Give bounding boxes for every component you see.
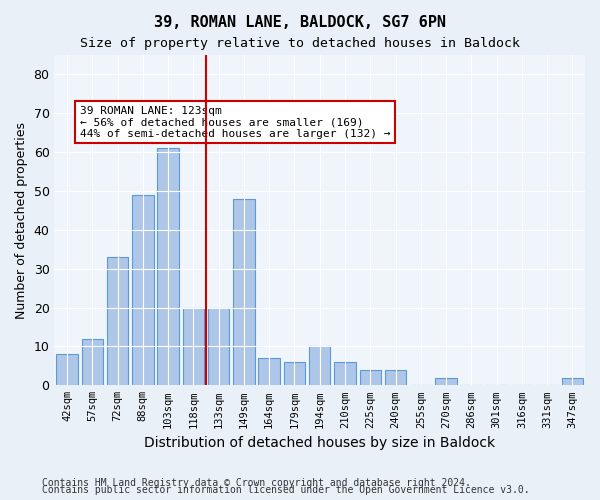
Y-axis label: Number of detached properties: Number of detached properties xyxy=(15,122,28,318)
X-axis label: Distribution of detached houses by size in Baldock: Distribution of detached houses by size … xyxy=(144,436,495,450)
Bar xyxy=(562,378,583,386)
Text: Size of property relative to detached houses in Baldock: Size of property relative to detached ho… xyxy=(80,38,520,51)
Bar xyxy=(157,148,179,386)
Bar xyxy=(334,362,356,386)
Text: Contains public sector information licensed under the Open Government Licence v3: Contains public sector information licen… xyxy=(42,485,530,495)
Text: Contains HM Land Registry data © Crown copyright and database right 2024.: Contains HM Land Registry data © Crown c… xyxy=(42,478,471,488)
Bar xyxy=(359,370,381,386)
Bar xyxy=(284,362,305,386)
Text: 39, ROMAN LANE, BALDOCK, SG7 6PN: 39, ROMAN LANE, BALDOCK, SG7 6PN xyxy=(154,15,446,30)
Bar xyxy=(385,370,406,386)
Bar xyxy=(208,308,229,386)
Bar xyxy=(309,346,331,386)
Bar xyxy=(182,308,204,386)
Bar xyxy=(82,338,103,386)
Bar xyxy=(132,195,154,386)
Bar xyxy=(233,199,254,386)
Text: 39 ROMAN LANE: 123sqm
← 56% of detached houses are smaller (169)
44% of semi-det: 39 ROMAN LANE: 123sqm ← 56% of detached … xyxy=(80,106,390,138)
Bar xyxy=(56,354,78,386)
Bar xyxy=(435,378,457,386)
Bar xyxy=(259,358,280,386)
Bar xyxy=(107,257,128,386)
